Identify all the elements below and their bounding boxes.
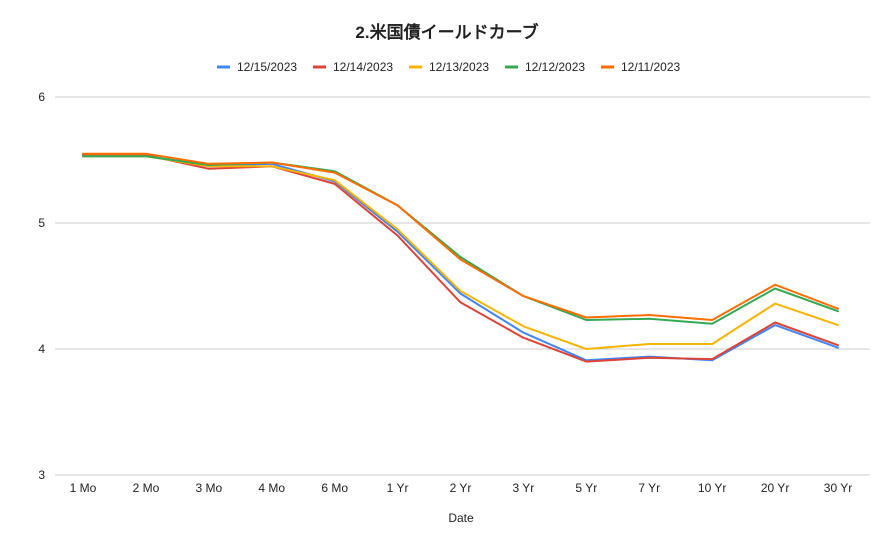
series-line: [82, 155, 839, 350]
series-line: [82, 154, 839, 363]
x-tick-label: 6 Mo: [321, 481, 348, 495]
gridlines: [55, 96, 870, 476]
y-tick-label: 3: [38, 468, 45, 482]
x-tick-label: 4 Mo: [258, 481, 285, 495]
x-tick-label: 10 Yr: [698, 481, 726, 495]
series-lines: [82, 152, 839, 363]
x-tick-label: 2 Mo: [133, 481, 160, 495]
y-tick-label: 4: [38, 342, 45, 356]
x-tick-label: 5 Yr: [575, 481, 597, 495]
series-line: [82, 152, 839, 321]
x-tick-label: 1 Yr: [387, 481, 409, 495]
legend: 12/15/2023 12/14/2023 12/13/2023 12/12/2023…: [217, 60, 680, 74]
x-tick-label: 2 Yr: [450, 481, 472, 495]
x-axis-ticks: 1 Mo 2 Mo 3 Mo 4 Mo 6 Mo 1 Yr 2 Yr 3 Yr 5 Yr 7 Yr…: [70, 481, 853, 495]
x-tick-label: 3 Yr: [513, 481, 535, 495]
x-tick-label: 1 Mo: [70, 481, 97, 495]
chart-title: 2.米国債イールドカーブ: [355, 22, 538, 42]
x-tick-label: 3 Mo: [195, 481, 222, 495]
x-tick-label: 7 Yr: [638, 481, 660, 495]
legend-label: 12/12/2023: [525, 60, 585, 74]
x-axis-label: Date: [448, 511, 474, 525]
legend-label: 12/15/2023: [237, 60, 297, 74]
y-axis-ticks: 3 4 5 6: [38, 90, 45, 482]
legend-label: 12/14/2023: [333, 60, 393, 74]
y-tick-label: 5: [38, 216, 45, 230]
series-line: [82, 155, 839, 325]
legend-label: 12/11/2023: [621, 60, 680, 74]
x-tick-label: 30 Yr: [824, 481, 852, 495]
x-tick-label: 20 Yr: [761, 481, 789, 495]
legend-label: 12/13/2023: [429, 60, 489, 74]
y-tick-label: 6: [38, 90, 45, 104]
